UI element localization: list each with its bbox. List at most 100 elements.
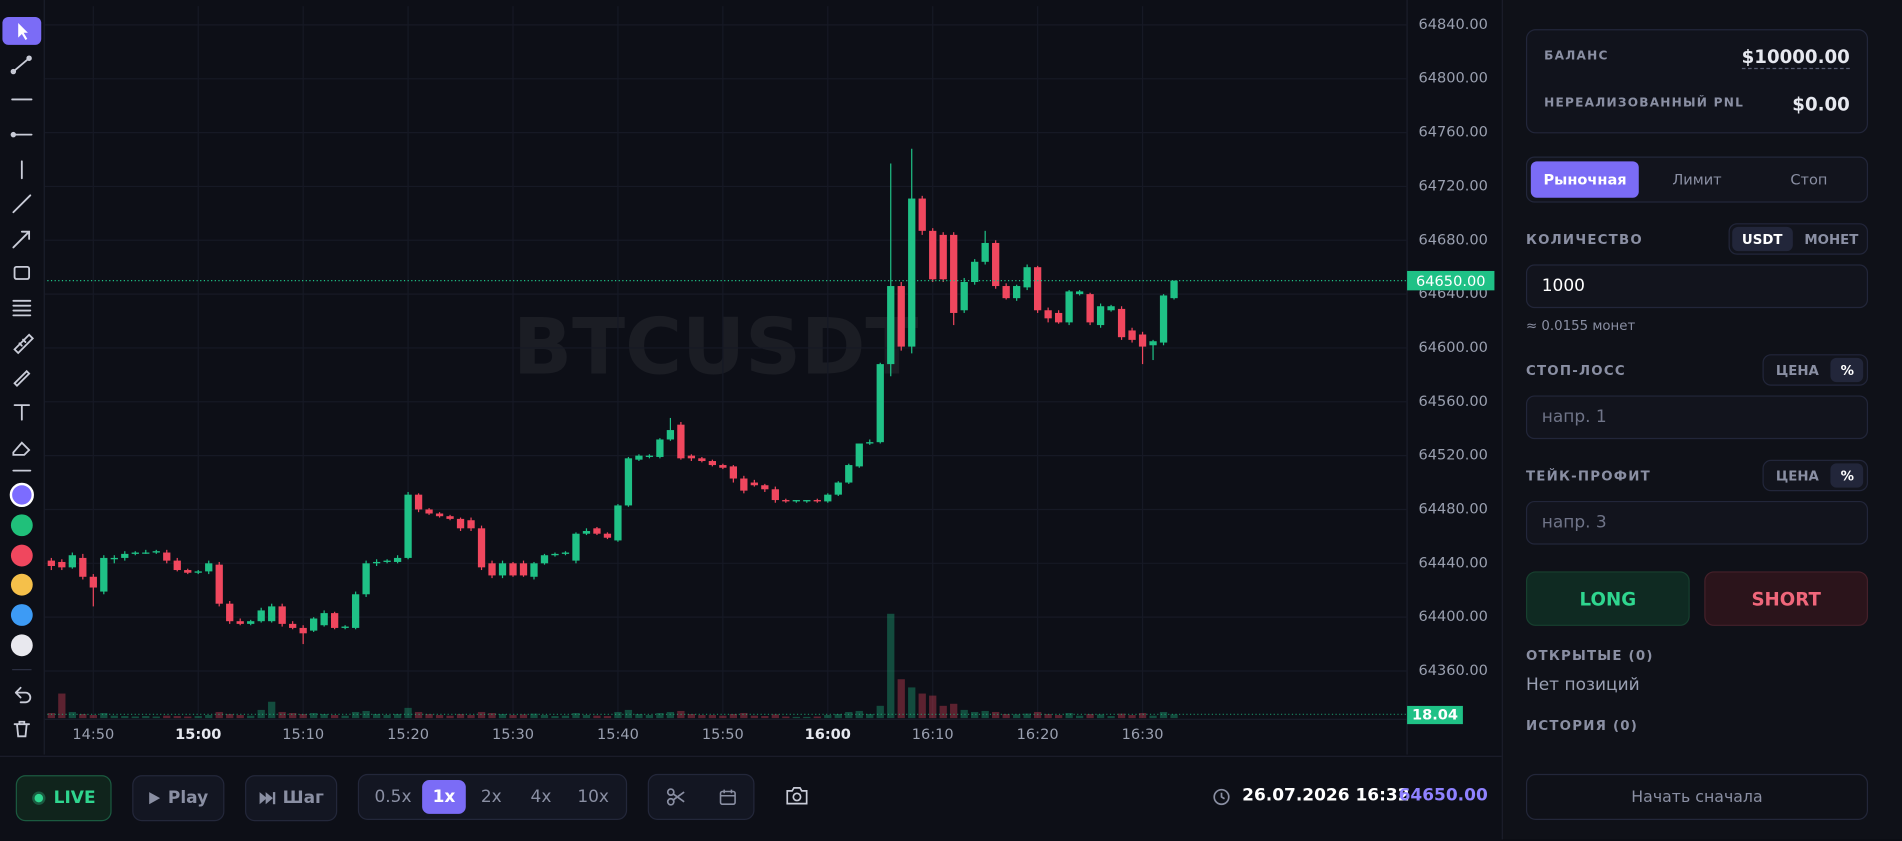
volume-bar [362,710,370,719]
x-tick-label: 15:10 [282,726,324,743]
unit-option[interactable]: МОНЕТ [1804,231,1859,247]
undo-button[interactable] [14,686,32,704]
open-positions-label: ОТКРЫТЫЕ (0) [1525,647,1654,664]
play-button[interactable]: Play [132,775,225,822]
pnl-value: $0.00 [1792,93,1850,116]
y-tick-label: 64840.00 [1418,16,1487,33]
restart-button[interactable]: Начать сначала [1525,773,1869,820]
volume-bar [383,715,391,719]
candle-body [1075,291,1084,295]
volume-bar [268,701,276,719]
eraser-tool[interactable] [12,441,31,456]
candle-body [887,286,895,365]
speed-option-active[interactable]: 1x [422,779,466,814]
y-tick-label: 64800.00 [1418,70,1487,87]
stop-loss-label: СТОП-ЛОСС [1525,362,1626,379]
candle-body [761,485,769,490]
short-button[interactable]: SHORT [1704,571,1869,626]
candle-body [1107,306,1115,311]
speed-option[interactable]: 10x [577,787,609,807]
text-tool[interactable] [13,404,31,421]
screenshot-button[interactable] [786,786,808,805]
volume-bar [530,713,538,719]
mode-option[interactable]: ЦЕНА [1775,467,1819,484]
y-tick-label: 64400.00 [1418,608,1487,625]
calendar-button[interactable] [719,788,736,806]
candle-body [1023,267,1031,288]
volume-bar [236,715,244,719]
line-tool[interactable] [12,194,32,214]
cut-button[interactable] [666,787,685,806]
speed-group: 0.5x 1x 2x 4x 10x [357,773,628,820]
volume-bar [593,715,601,719]
order-type-tab-active[interactable]: Рыночная [1530,161,1640,198]
volume-bar [110,715,118,719]
candle-body [561,552,570,554]
color-swatch[interactable] [10,634,33,657]
volume-bar [299,714,307,719]
candle-body [929,230,937,280]
trend-line-tool[interactable] [12,57,31,73]
volume-bar [1117,713,1126,719]
arrow-tool[interactable] [12,230,31,249]
candle-body [68,555,76,568]
volume-bar [1159,711,1168,719]
mode-option[interactable]: ЦЕНА [1775,362,1819,378]
ruler-tool[interactable] [13,333,35,355]
long-button[interactable]: LONG [1525,571,1690,626]
stop-loss-input[interactable]: напр. 1 [1525,395,1869,440]
rectangle-tool[interactable] [13,265,31,280]
speed-option[interactable]: 2x [480,787,502,807]
live-button[interactable]: LIVE [15,775,112,822]
volume-bar [278,711,286,719]
candle-body [110,557,118,560]
volume-bar [1054,715,1063,719]
candle-body [593,528,601,534]
take-profit-mode: ЦЕНА % [1762,459,1869,492]
candle-body [393,557,402,562]
color-swatch[interactable] [9,482,34,508]
volume-bar [792,716,800,719]
candle-body [698,458,706,462]
volume-bar [687,714,696,719]
speed-option[interactable]: 4x [530,787,552,807]
fib-tool[interactable] [12,299,32,317]
volume-bar [205,715,213,719]
volume-bar [68,711,76,719]
volume-bar [372,714,381,719]
candle-body [1034,267,1042,311]
candle-body [530,563,538,577]
volume-bar [561,715,570,719]
candle-body [855,443,863,467]
mode-option-active[interactable]: % [1830,463,1864,488]
volume-bar [771,714,779,719]
take-profit-input[interactable]: напр. 3 [1525,500,1869,545]
quantity-input[interactable]: 1000 [1525,264,1869,309]
delete-button[interactable] [13,720,31,738]
color-swatch[interactable] [10,544,33,567]
unit-option-active[interactable]: USDT [1732,226,1793,252]
volume-bar [226,714,234,719]
candle-body [152,551,160,553]
color-swatch[interactable] [10,604,33,626]
speed-option[interactable]: 0.5x [374,787,412,807]
mode-option-active[interactable]: % [1830,357,1864,383]
candle-body [351,594,360,628]
color-swatch[interactable] [10,514,33,537]
candle-body [215,564,223,604]
candle-body [1128,330,1136,340]
color-swatch[interactable] [10,573,33,596]
candle-body [456,518,465,529]
order-type-tab[interactable]: Стоп [1790,171,1828,189]
candle-body [236,621,244,624]
volume-bar [834,714,842,719]
brush-tool[interactable] [13,369,31,388]
order-type-tab[interactable]: Лимит [1672,171,1722,189]
volume-bar [1138,712,1147,719]
volume-bar [614,711,622,719]
step-button[interactable]: Шаг [245,775,338,822]
volume-bar [331,715,339,719]
step-icon [259,792,276,805]
candle-body [866,442,874,444]
candle-body [950,234,958,313]
